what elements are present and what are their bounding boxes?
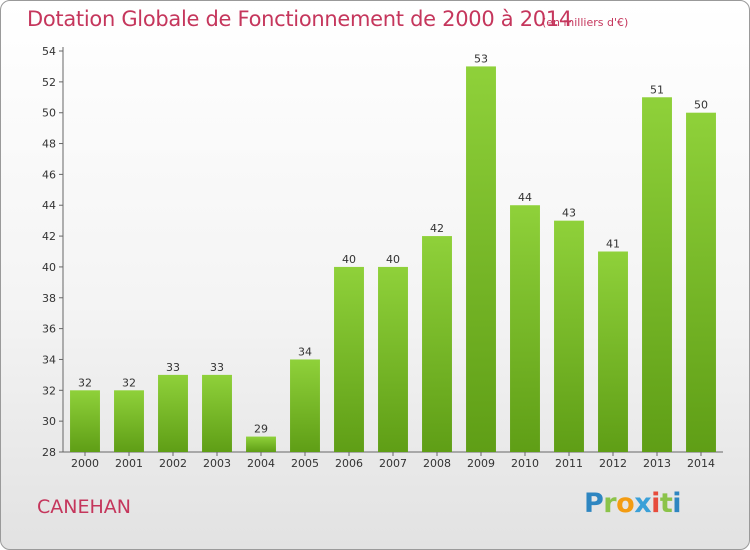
y-tick-label: 46 xyxy=(42,168,56,181)
x-tick-label: 2011 xyxy=(555,457,583,470)
bar-value-label: 53 xyxy=(474,52,488,65)
y-tick-label: 44 xyxy=(42,199,56,212)
bar-value-label: 51 xyxy=(650,83,664,96)
logo-letter: o xyxy=(616,488,635,519)
bar xyxy=(422,236,452,452)
bar-value-label: 29 xyxy=(254,423,268,436)
x-tick-label: 2009 xyxy=(467,457,495,470)
x-tick-label: 2006 xyxy=(335,457,363,470)
bar xyxy=(686,112,716,452)
x-tick-label: 2002 xyxy=(159,457,187,470)
bar-value-label: 42 xyxy=(430,222,444,235)
y-tick-label: 38 xyxy=(42,292,56,305)
bar-value-label: 34 xyxy=(298,345,312,358)
x-tick-label: 2005 xyxy=(291,457,319,470)
bar-value-label: 40 xyxy=(386,253,400,266)
bar xyxy=(334,266,364,452)
y-tick-label: 42 xyxy=(42,230,56,243)
logo-letter: i xyxy=(651,488,660,519)
bar xyxy=(466,66,496,452)
x-tick-label: 2007 xyxy=(379,457,407,470)
y-tick-label: 50 xyxy=(42,107,56,120)
x-tick-label: 2003 xyxy=(203,457,231,470)
y-tick-label: 30 xyxy=(42,415,56,428)
logo-letter: x xyxy=(634,488,652,519)
x-tick-label: 2012 xyxy=(599,457,627,470)
logo-letter: i xyxy=(672,488,682,519)
x-tick-label: 2014 xyxy=(687,457,715,470)
chart-bars xyxy=(70,66,716,453)
bar-value-label: 33 xyxy=(210,361,224,374)
x-tick-label: 2000 xyxy=(71,457,99,470)
x-tick-label: 2010 xyxy=(511,457,539,470)
y-tick-label: 36 xyxy=(42,323,56,336)
chart-unit-label: (en milliers d'€) xyxy=(542,16,629,29)
x-tick-label: 2001 xyxy=(115,457,143,470)
x-tick-label: 2013 xyxy=(643,457,671,470)
bar xyxy=(290,359,320,452)
bar xyxy=(246,436,276,452)
chart-title: Dotation Globale de Fonctionnement de 20… xyxy=(27,7,572,31)
town-name: CANEHAN xyxy=(37,496,131,518)
y-tick-label: 32 xyxy=(42,384,56,397)
bar xyxy=(158,374,188,452)
bar xyxy=(378,266,408,452)
proxiti-logo: Proxiti xyxy=(584,488,682,519)
chart-value-labels: 32 32 33 33 29 34 40 40 42 53 44 43 41 51 50 xyxy=(78,52,708,435)
bar-value-label: 41 xyxy=(606,238,620,251)
y-tick-label: 34 xyxy=(42,353,56,366)
y-tick-label: 52 xyxy=(42,76,56,89)
bar xyxy=(510,205,540,452)
x-tick-label: 2004 xyxy=(247,457,275,470)
chart-axes: 28 30 32 34 36 38 40 42 44 46 48 50 52 54 2000 2001 2002… xyxy=(42,45,723,470)
bar-value-label: 50 xyxy=(694,99,708,112)
bar xyxy=(114,390,144,452)
bar xyxy=(202,374,232,452)
bar xyxy=(598,251,628,452)
x-tick-label: 2008 xyxy=(423,457,451,470)
bar-value-label: 32 xyxy=(78,376,92,389)
logo-letter: P xyxy=(584,488,604,519)
bar-value-label: 32 xyxy=(122,376,136,389)
logo-letter: t xyxy=(659,488,673,519)
bar-value-label: 43 xyxy=(562,207,576,220)
bar-value-label: 40 xyxy=(342,253,356,266)
y-tick-label: 48 xyxy=(42,138,56,151)
bar-value-label: 44 xyxy=(518,191,532,204)
bar-value-label: 33 xyxy=(166,361,180,374)
bar xyxy=(554,220,584,452)
y-tick-label: 40 xyxy=(42,261,56,274)
y-tick-label: 28 xyxy=(42,446,56,459)
bar xyxy=(70,390,100,452)
logo-letter: r xyxy=(603,488,617,519)
y-tick-label: 54 xyxy=(42,45,56,58)
bar xyxy=(642,97,672,453)
